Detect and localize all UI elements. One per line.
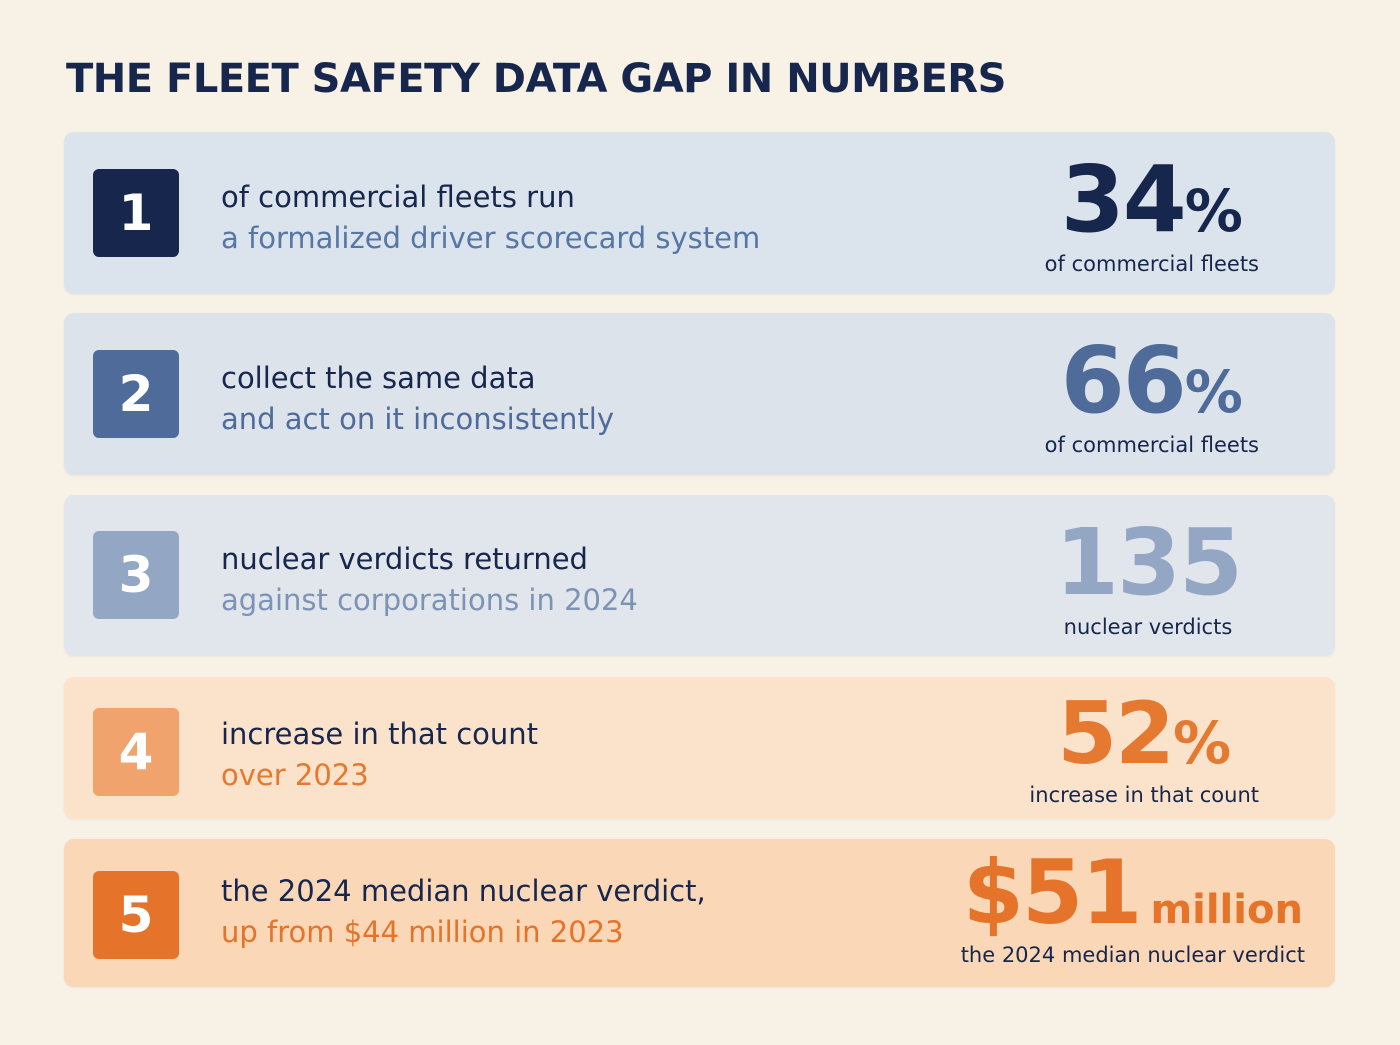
page-title: THE FLEET SAFETY DATA GAP IN NUMBERS [66,56,1006,102]
stat-unit: million [1150,887,1303,933]
stat-number: 52 [1057,684,1175,784]
number-badge: 5 [93,871,179,959]
stat-number: 135 [1054,509,1243,616]
stat-caption: of commercial fleets [1044,433,1259,457]
stat-figure: 66% of commercial fleets [1044,335,1259,458]
stat-number: 66 [1060,327,1187,434]
description-line-1: collect the same data [221,361,536,395]
stat-caption: of commercial fleets [1044,252,1259,276]
stat-card-2: 2 collect the same data and act on it in… [64,313,1335,475]
stat-value: $51 million [961,849,1305,937]
stat-caption: increase in that count [1029,783,1259,807]
number-badge: 4 [93,708,179,796]
stat-figure: 135 nuclear verdicts [1055,517,1243,640]
stat-description: increase in that count over 2023 [221,714,538,796]
number-badge: 1 [93,169,179,257]
description-line-1: nuclear verdicts returned [221,542,588,576]
description-line-2: and act on it inconsistently [221,402,615,436]
stat-value: 34% [1045,154,1259,246]
stat-card-4: 4 increase in that count over 2023 52% i… [64,677,1335,819]
number-badge: 3 [93,531,179,619]
stat-figure: 52% increase in that count [1029,691,1259,807]
stat-number: 34 [1060,146,1187,253]
stat-value: 135 [1055,517,1243,609]
stat-description: nuclear verdicts returned against corpor… [221,539,638,621]
stat-figure: 34% of commercial fleets [1044,154,1259,277]
stat-description: of commercial fleets run a formalized dr… [221,177,760,259]
stat-value: 52% [1029,691,1259,777]
stat-value: 66% [1045,335,1259,427]
description-line-2: against corporations in 2024 [221,583,638,617]
description-line-2: over 2023 [221,758,369,792]
stat-caption: nuclear verdicts [1063,615,1233,639]
stat-description: the 2024 median nuclear verdict, up from… [221,871,706,953]
stat-card-3: 3 nuclear verdicts returned against corp… [64,495,1335,656]
description-line-2: a formalized driver scorecard system [221,221,761,255]
description-line-1: of commercial fleets run [221,180,575,214]
stat-card-1: 1 of commercial fleets run a formalized … [64,132,1335,294]
description-line-1: increase in that count [221,717,539,751]
stat-unit: % [1184,358,1243,426]
stat-figure: $51 million the 2024 median nuclear verdi… [960,849,1305,968]
stat-description: collect the same data and act on it inco… [221,358,614,440]
stat-unit: % [1172,709,1232,777]
stat-number: $51 [962,841,1143,944]
number-badge: 2 [93,350,179,438]
stat-unit: % [1184,177,1243,245]
description-line-2: up from $44 million in 2023 [221,915,624,949]
stat-card-5: 5 the 2024 median nuclear verdict, up fr… [64,839,1335,987]
description-line-1: the 2024 median nuclear verdict, [221,874,706,908]
stat-caption: the 2024 median nuclear verdict [960,943,1305,967]
